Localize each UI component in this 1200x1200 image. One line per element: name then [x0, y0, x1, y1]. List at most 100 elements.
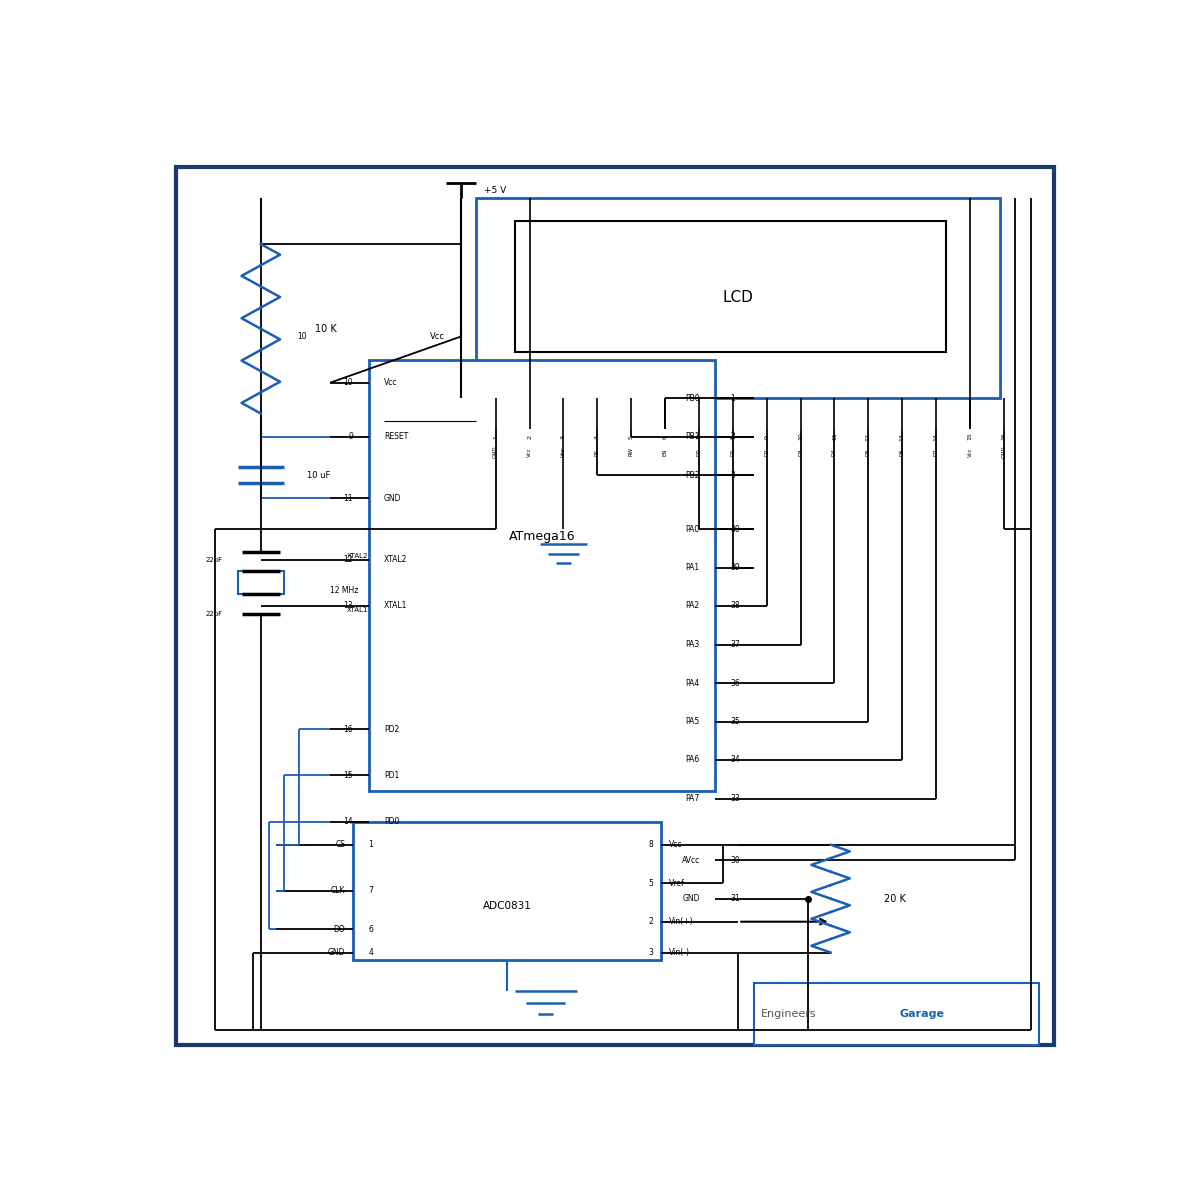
Text: PA1: PA1 [685, 563, 700, 572]
Text: Vcc: Vcc [384, 378, 397, 388]
Text: Garage: Garage [900, 1009, 944, 1019]
Text: 1: 1 [731, 394, 736, 403]
Text: 16: 16 [343, 725, 353, 733]
Text: 10 K: 10 K [314, 324, 336, 334]
Text: 15: 15 [967, 433, 972, 440]
FancyBboxPatch shape [353, 822, 661, 960]
Text: PB1: PB1 [685, 432, 700, 442]
Text: D5: D5 [866, 448, 871, 456]
Text: Vin(-): Vin(-) [668, 948, 690, 958]
Text: 13: 13 [343, 601, 353, 611]
Text: D3: D3 [798, 448, 803, 456]
Text: 6: 6 [662, 434, 667, 438]
Text: PA3: PA3 [685, 640, 700, 649]
Text: D6: D6 [900, 448, 905, 456]
Text: ATmega16: ATmega16 [509, 530, 575, 544]
Text: 11: 11 [832, 433, 836, 440]
Text: 7: 7 [368, 887, 373, 895]
Text: GND: GND [1001, 445, 1007, 458]
Text: 8: 8 [649, 840, 654, 850]
FancyBboxPatch shape [238, 571, 284, 594]
Text: 34: 34 [731, 756, 740, 764]
Text: Vcc: Vcc [668, 840, 683, 850]
Text: 2: 2 [649, 917, 654, 926]
Text: ADC0831: ADC0831 [482, 901, 532, 911]
Text: 35: 35 [731, 716, 740, 726]
Text: 14: 14 [934, 433, 938, 440]
Text: 20 K: 20 K [884, 894, 906, 904]
Text: RS: RS [595, 449, 600, 456]
Text: XTAL2: XTAL2 [347, 553, 368, 559]
Text: D2: D2 [764, 448, 769, 456]
Text: 31: 31 [731, 894, 740, 904]
Text: 12 MHz: 12 MHz [330, 586, 359, 595]
Text: PA4: PA4 [685, 678, 700, 688]
Text: PD0: PD0 [384, 817, 400, 826]
Text: 1: 1 [368, 840, 373, 850]
Text: CS: CS [336, 840, 346, 850]
Text: 6: 6 [368, 925, 373, 934]
Text: Vref: Vref [668, 878, 685, 888]
Text: Engineers: Engineers [761, 1009, 817, 1019]
Text: XTAL1: XTAL1 [384, 601, 407, 611]
Text: 8: 8 [731, 434, 736, 438]
Text: RW: RW [629, 448, 634, 456]
Text: GND: GND [384, 493, 402, 503]
Text: PA5: PA5 [685, 716, 700, 726]
Text: PA7: PA7 [685, 794, 700, 803]
Text: 36: 36 [731, 678, 740, 688]
Text: D4: D4 [832, 448, 836, 456]
Text: 14: 14 [343, 817, 353, 826]
Text: Vin(+): Vin(+) [668, 917, 694, 926]
Text: 22pF: 22pF [205, 611, 222, 617]
Text: +5 V: +5 V [484, 186, 506, 194]
Text: 12: 12 [343, 556, 353, 564]
Text: LCD: LCD [722, 290, 754, 306]
Text: 39: 39 [731, 563, 740, 572]
Text: PA0: PA0 [685, 524, 700, 534]
Text: 5: 5 [629, 434, 634, 438]
Text: XTAL2: XTAL2 [384, 556, 407, 564]
Text: 12: 12 [866, 433, 871, 440]
Text: 40: 40 [731, 524, 740, 534]
Text: 10: 10 [298, 332, 307, 341]
Text: PA2: PA2 [685, 601, 700, 611]
Text: GND: GND [493, 445, 498, 458]
Text: 9: 9 [348, 432, 353, 442]
Text: GND: GND [328, 948, 346, 958]
Text: 3: 3 [649, 948, 654, 958]
Text: 38: 38 [731, 601, 740, 611]
Text: 9: 9 [764, 434, 769, 438]
Text: 33: 33 [731, 794, 740, 803]
Text: 1: 1 [493, 434, 498, 438]
Text: 7: 7 [696, 434, 702, 438]
Text: 4: 4 [368, 948, 373, 958]
Text: 15: 15 [343, 770, 353, 780]
Text: Vcc: Vcc [431, 332, 445, 341]
Text: 13: 13 [900, 433, 905, 440]
Text: D1: D1 [731, 448, 736, 456]
Text: EN: EN [662, 449, 667, 456]
Text: PB0: PB0 [685, 394, 700, 403]
Text: RESET: RESET [384, 432, 408, 442]
Text: PD1: PD1 [384, 770, 400, 780]
Text: 4: 4 [595, 434, 600, 438]
Text: 3: 3 [731, 470, 736, 480]
Text: CLK: CLK [331, 887, 346, 895]
Text: PA6: PA6 [685, 756, 700, 764]
Text: 10: 10 [343, 378, 353, 388]
Text: D7: D7 [934, 448, 938, 456]
Text: Vcc: Vcc [967, 448, 972, 457]
Text: 22pF: 22pF [205, 557, 222, 563]
Text: PB2: PB2 [685, 470, 700, 480]
Text: D0: D0 [696, 448, 702, 456]
FancyBboxPatch shape [515, 221, 946, 352]
Text: 30: 30 [731, 856, 740, 864]
Text: 10: 10 [798, 433, 803, 440]
Text: 10 uF: 10 uF [307, 470, 330, 480]
FancyBboxPatch shape [754, 983, 1038, 1045]
Text: 2: 2 [731, 432, 736, 442]
Text: GND: GND [683, 894, 700, 904]
Text: 37: 37 [731, 640, 740, 649]
FancyBboxPatch shape [176, 167, 1054, 1045]
